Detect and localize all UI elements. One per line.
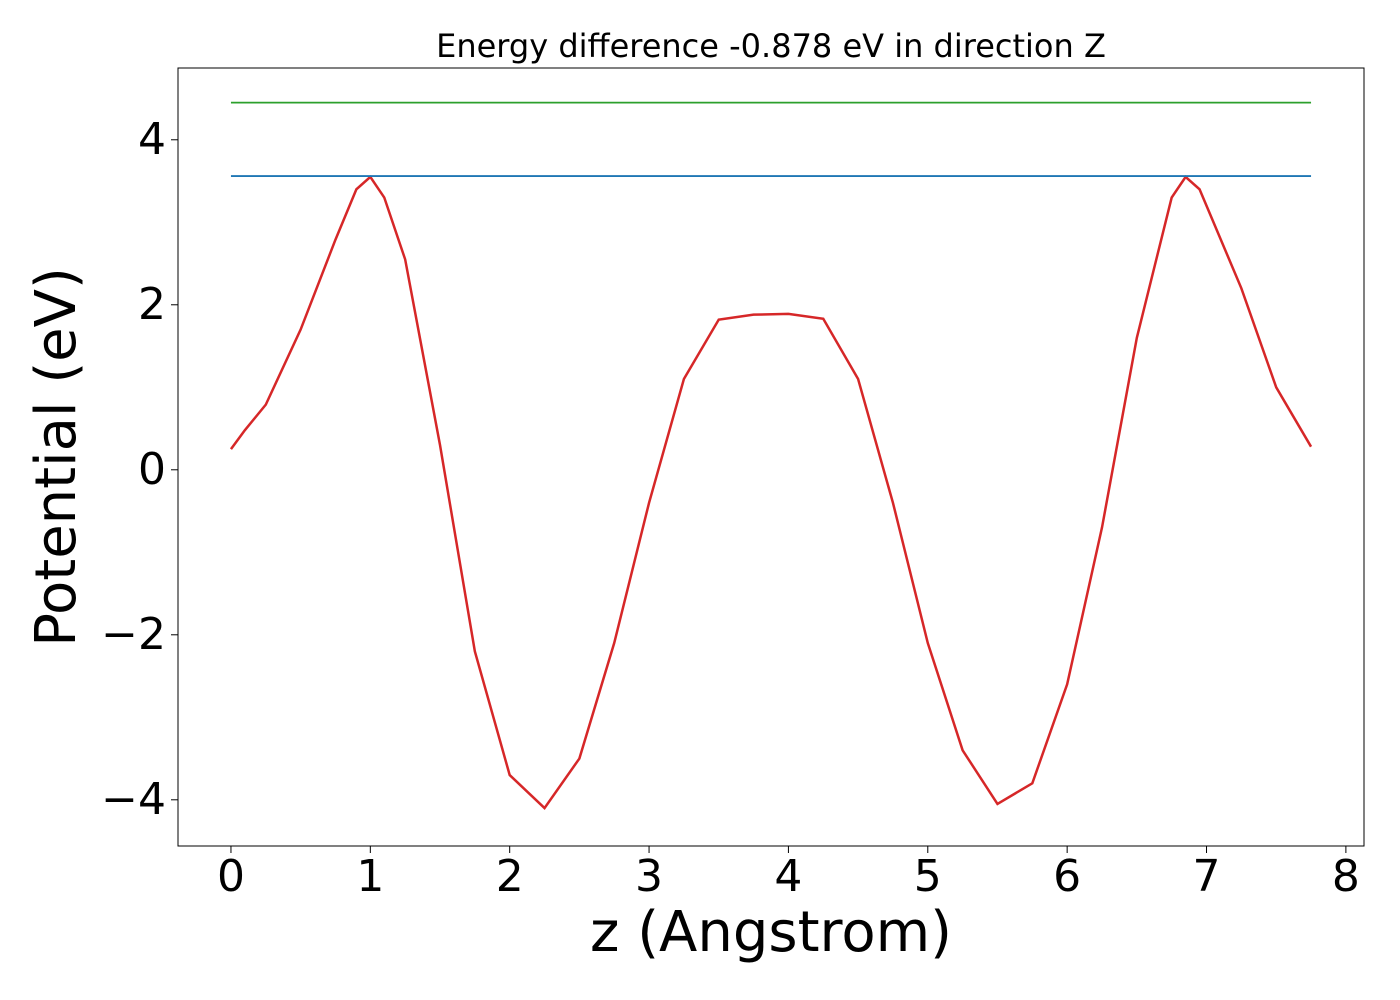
x-tick-label: 5 [914, 851, 942, 902]
y-tick-label: 4 [138, 114, 166, 165]
x-axis-label: z (Angstrom) [590, 900, 952, 965]
x-tick-label: 7 [1193, 851, 1221, 902]
x-tick-label: 6 [1053, 851, 1081, 902]
chart-title: Energy difference -0.878 eV in direction… [436, 27, 1106, 65]
y-tick-label: −2 [101, 609, 166, 660]
x-tick-label: 4 [774, 851, 802, 902]
y-tick-label: 0 [138, 444, 166, 495]
x-tick-label: 8 [1332, 851, 1360, 902]
x-tick-label: 3 [635, 851, 663, 902]
x-tick-label: 2 [496, 851, 524, 902]
y-tick-label: −4 [101, 774, 166, 825]
x-tick-label: 0 [217, 851, 245, 902]
y-axis-label: Potential (eV) [24, 267, 89, 647]
x-tick-label: 1 [356, 851, 384, 902]
y-tick-label: 2 [138, 279, 166, 330]
plot-frame [177, 67, 1365, 847]
